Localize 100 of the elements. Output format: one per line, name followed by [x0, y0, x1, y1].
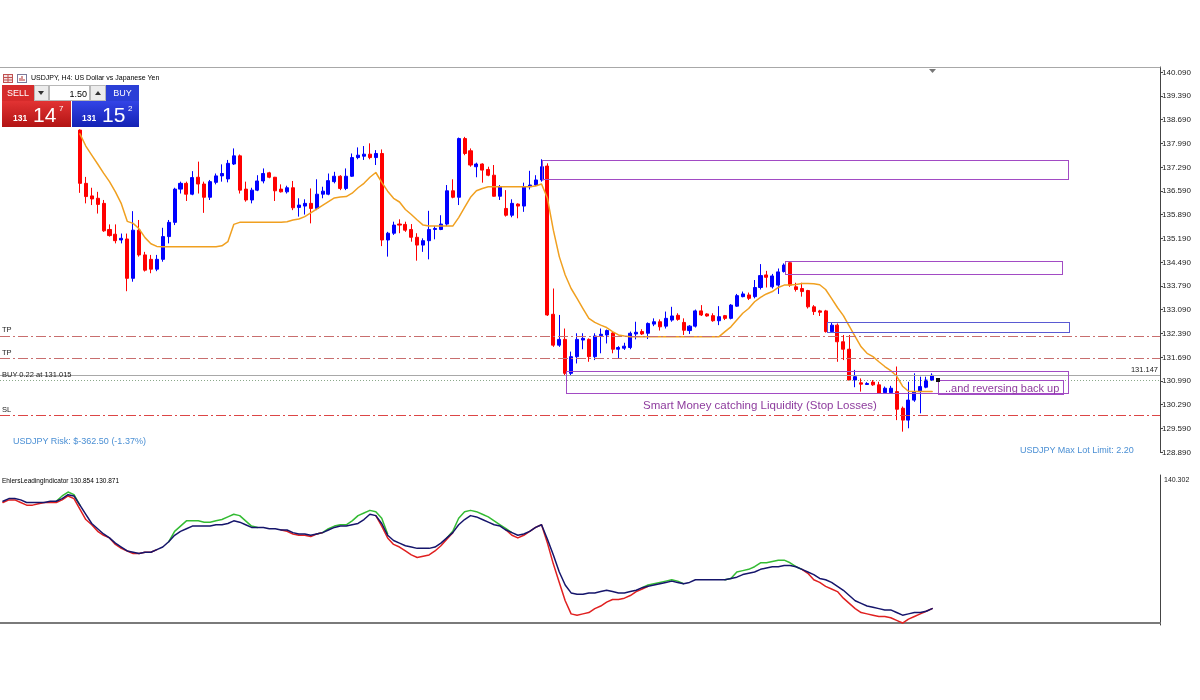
y-tick-label: 134.490 — [1162, 257, 1192, 267]
candlestick — [853, 369, 857, 388]
candlestick — [315, 178, 319, 211]
candlestick — [291, 180, 295, 211]
candlestick — [285, 185, 289, 195]
candlestick — [149, 254, 153, 274]
y-tick-label: 128.890 — [1162, 447, 1192, 457]
candlestick — [628, 331, 632, 350]
y-tick-label: 137.290 — [1162, 162, 1192, 172]
candlestick — [640, 328, 644, 336]
candlestick — [78, 128, 82, 194]
candlestick — [167, 219, 171, 244]
candlestick — [906, 381, 910, 429]
candlestick — [865, 381, 869, 386]
candlestick — [273, 176, 277, 202]
candlestick — [735, 293, 739, 308]
candlestick — [616, 345, 620, 359]
candlestick — [368, 142, 372, 160]
candlestick — [622, 342, 626, 351]
sell-button: SELL — [2, 85, 34, 101]
candlestick — [699, 304, 703, 317]
annotation: USDJPY Risk: $-362.50 (-1.37%) — [13, 436, 146, 446]
annotation: 7 — [59, 104, 64, 113]
text: ..and reversing back up — [945, 382, 1060, 394]
annotation: 131 — [82, 113, 97, 123]
candlestick — [457, 137, 461, 206]
y-tick-label: 139.390 — [1162, 91, 1192, 101]
candlestick — [409, 223, 413, 243]
candlestick — [841, 334, 845, 361]
candlestick — [362, 145, 366, 161]
candlestick — [551, 288, 555, 348]
annotation: 1.50 — [69, 88, 87, 99]
candlestick — [889, 385, 893, 394]
candlestick — [196, 161, 200, 195]
candlestick — [711, 312, 715, 323]
candlestick — [380, 148, 384, 247]
y-tick-label: 136.590 — [1162, 186, 1192, 196]
candlestick — [581, 332, 585, 350]
candlestick — [279, 183, 283, 194]
candlestick — [877, 381, 881, 395]
candlestick — [747, 292, 751, 301]
candlestick — [569, 351, 573, 376]
candlestick — [522, 182, 526, 213]
candlestick — [918, 376, 922, 414]
candlestick — [96, 191, 100, 215]
y-tick-label: 130.290 — [1162, 400, 1192, 410]
y-tick-label: 140.090 — [1162, 67, 1192, 77]
candlestick — [498, 184, 502, 201]
y-tick-label: 137.990 — [1162, 138, 1192, 148]
candlestick — [190, 170, 194, 196]
candlestick — [427, 210, 431, 260]
candlestick — [587, 337, 591, 363]
candlestick — [634, 321, 638, 340]
candlestick — [741, 291, 745, 298]
candlestick — [611, 331, 615, 354]
candlestick — [924, 376, 928, 389]
candlestick — [764, 270, 768, 288]
candlestick — [658, 318, 662, 332]
candlestick — [676, 312, 680, 322]
candlestick — [670, 306, 674, 323]
candlestick — [599, 328, 603, 354]
y-tick-label: 132.390 — [1162, 328, 1192, 338]
candlestick — [605, 329, 609, 344]
candlestick — [770, 273, 774, 289]
candlestick — [516, 202, 520, 219]
candlestick — [143, 251, 147, 273]
candlestick — [717, 305, 721, 326]
y-tick-label: 130.990 — [1162, 376, 1192, 386]
candlestick — [664, 311, 668, 330]
candlestick — [374, 149, 378, 166]
candlestick — [474, 162, 478, 178]
candlestick — [125, 233, 129, 292]
candlestick — [338, 174, 342, 191]
y-tick-label: 131.690 — [1162, 352, 1192, 362]
candlestick — [480, 162, 484, 184]
annotation: 14 — [33, 103, 57, 126]
candlestick — [510, 198, 514, 218]
candlestick — [871, 379, 875, 387]
y-tick-label: 133.090 — [1162, 305, 1192, 315]
candlestick — [575, 332, 579, 364]
candlestick — [723, 314, 727, 321]
candlestick — [226, 159, 230, 183]
candlestick — [131, 210, 135, 283]
candlestick — [492, 164, 496, 198]
candlestick — [794, 282, 798, 293]
candlestick — [202, 181, 206, 214]
annotation: 131 — [13, 113, 28, 123]
lot-size-field: 1.50 — [49, 85, 90, 101]
candlestick — [297, 197, 301, 218]
annotation: 2 — [128, 104, 133, 113]
candlestick — [356, 146, 360, 160]
candlestick — [534, 174, 538, 187]
candlestick — [652, 317, 656, 327]
candlestick — [119, 233, 123, 244]
candlestick — [800, 282, 804, 298]
candlestick — [901, 406, 905, 433]
candlestick — [883, 386, 887, 394]
candlestick — [84, 176, 88, 204]
candlestick — [244, 181, 248, 203]
buy-button: BUY — [106, 85, 139, 101]
